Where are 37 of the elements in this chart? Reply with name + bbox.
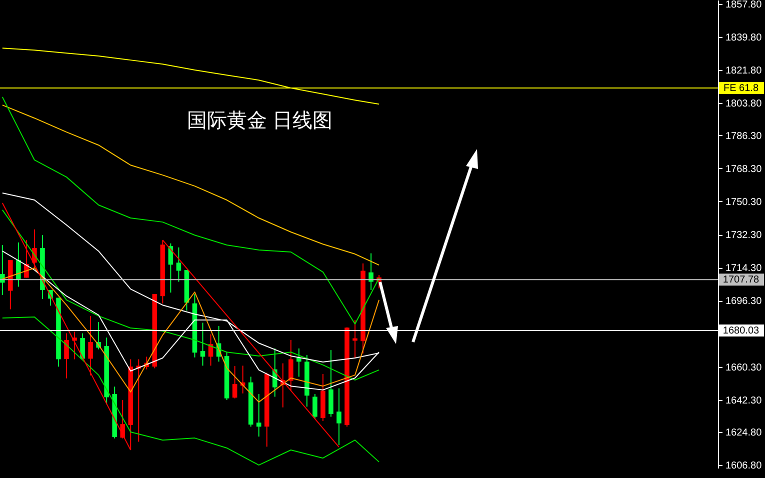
candlestick	[336, 388, 342, 446]
y-tick-label: 1732.30	[726, 230, 762, 242]
y-tick-label: 1624.80	[726, 428, 762, 438]
line-series	[2, 209, 380, 381]
candlestick	[256, 393, 262, 438]
candlestick	[200, 322, 206, 366]
text: 国际黄金 日线图	[187, 110, 333, 132]
candlestick	[176, 246, 182, 282]
candlestick	[88, 316, 93, 376]
y-tick-label: 1857.80	[726, 0, 762, 11]
candlestick	[64, 332, 69, 379]
y-tick-label: 1768.30	[726, 164, 762, 175]
candlestick	[288, 339, 294, 392]
ref-line-label: 1707.78	[722, 274, 760, 286]
line-series	[2, 267, 380, 403]
y-tick-label: 1821.80	[726, 66, 762, 77]
candlestick	[312, 393, 318, 420]
line-series	[2, 316, 380, 466]
candlestick	[120, 400, 126, 439]
ref-line-label: 1680.03	[722, 326, 760, 337]
ref-line-label: FE 61.8	[723, 82, 759, 94]
y-tick-label: 1786.30	[726, 130, 762, 142]
y-tick-label: 1803.80	[726, 98, 762, 110]
candlestick	[232, 366, 238, 399]
candlestick	[296, 348, 302, 378]
y-tick-label: 1660.30	[726, 362, 762, 374]
line-series	[2, 104, 380, 266]
candlestick	[80, 332, 85, 360]
y-tick-label: 1696.30	[726, 296, 762, 308]
y-tick-label: 1714.30	[726, 263, 762, 274]
y-tick-label: 1750.30	[726, 196, 762, 208]
line-series	[2, 96, 380, 324]
candlestick	[16, 242, 21, 288]
y-tick-label: 1839.80	[726, 32, 762, 44]
candlestick	[368, 252, 374, 291]
y-tick-label: 1642.30	[726, 395, 762, 406]
y-tick-label: 1606.80	[726, 460, 762, 472]
